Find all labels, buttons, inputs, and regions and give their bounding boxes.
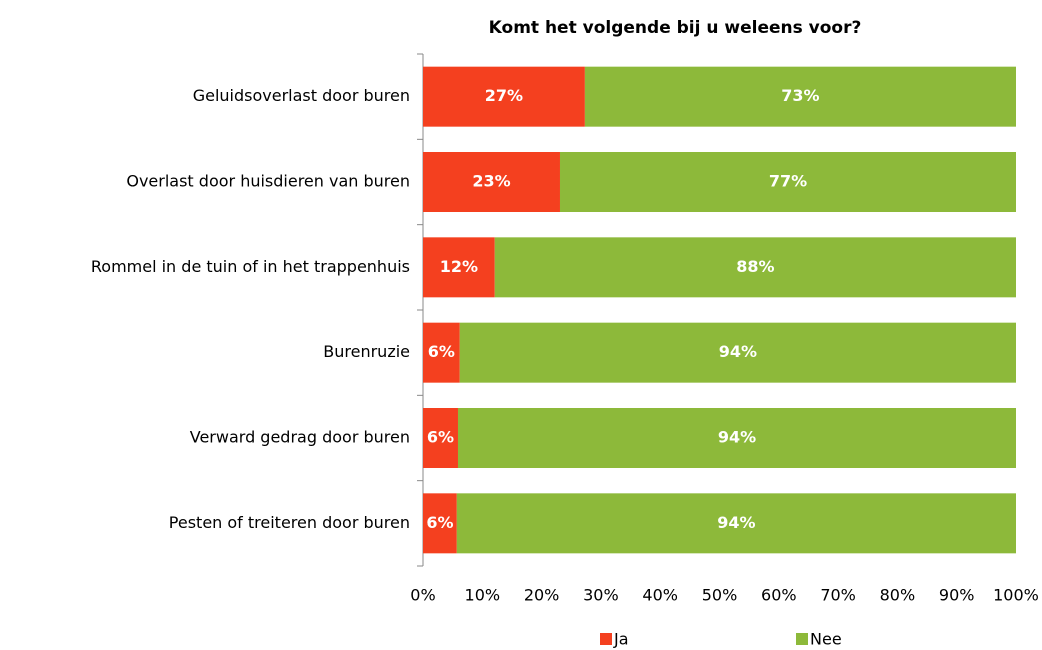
data-label: 6% bbox=[428, 342, 455, 361]
bar-segment bbox=[457, 408, 1016, 468]
legend-label: Nee bbox=[810, 630, 842, 649]
y-tick-label: Rommel in de tuin of in het trappenhuis bbox=[91, 257, 410, 276]
x-tick-label: 40% bbox=[642, 586, 678, 605]
x-tick-label: 60% bbox=[761, 586, 797, 605]
x-tick-label: 20% bbox=[524, 586, 560, 605]
data-label: 12% bbox=[440, 257, 478, 276]
y-tick-label: Verward gedrag door buren bbox=[190, 428, 410, 447]
x-tick-label: 90% bbox=[939, 586, 975, 605]
legend-swatch bbox=[600, 633, 612, 645]
bar-segment bbox=[459, 322, 1016, 383]
y-tick-label: Overlast door huisdieren van buren bbox=[126, 172, 410, 191]
y-tick-label: Geluidsoverlast door buren bbox=[193, 86, 410, 105]
bar-segment bbox=[423, 66, 585, 127]
x-tick-label: 100% bbox=[993, 586, 1039, 605]
x-tick-label: 10% bbox=[465, 586, 501, 605]
x-tick-label: 70% bbox=[820, 586, 856, 605]
chart-title: Komt het volgende bij u weleens voor? bbox=[489, 18, 862, 38]
data-label: 88% bbox=[736, 257, 774, 276]
bar-segment bbox=[494, 237, 1016, 298]
y-tick-label: Pesten of treiteren door buren bbox=[169, 513, 410, 532]
bar-segment bbox=[423, 237, 495, 298]
data-label: 94% bbox=[719, 342, 757, 361]
x-tick-label: 0% bbox=[410, 586, 435, 605]
data-label: 6% bbox=[427, 428, 454, 447]
data-label: 6% bbox=[426, 513, 453, 532]
bar-segment bbox=[584, 66, 1016, 127]
bar-segment bbox=[456, 493, 1016, 554]
legend-label: Ja bbox=[613, 630, 629, 649]
data-label: 73% bbox=[781, 86, 819, 105]
data-label: 77% bbox=[769, 172, 807, 191]
x-tick-label: 30% bbox=[583, 586, 619, 605]
bar-segment bbox=[423, 408, 458, 468]
data-label: 94% bbox=[717, 513, 755, 532]
data-label: 94% bbox=[718, 428, 756, 447]
bar-segment bbox=[423, 152, 560, 212]
bar-segment bbox=[559, 152, 1016, 212]
y-tick-label: Burenruzie bbox=[323, 342, 410, 361]
data-label: 27% bbox=[485, 86, 523, 105]
x-tick-label: 80% bbox=[880, 586, 916, 605]
x-tick-label: 50% bbox=[702, 586, 738, 605]
bar-segment bbox=[423, 493, 457, 554]
legend-swatch bbox=[796, 633, 808, 645]
data-label: 23% bbox=[472, 172, 510, 191]
bar-segment bbox=[423, 322, 460, 383]
